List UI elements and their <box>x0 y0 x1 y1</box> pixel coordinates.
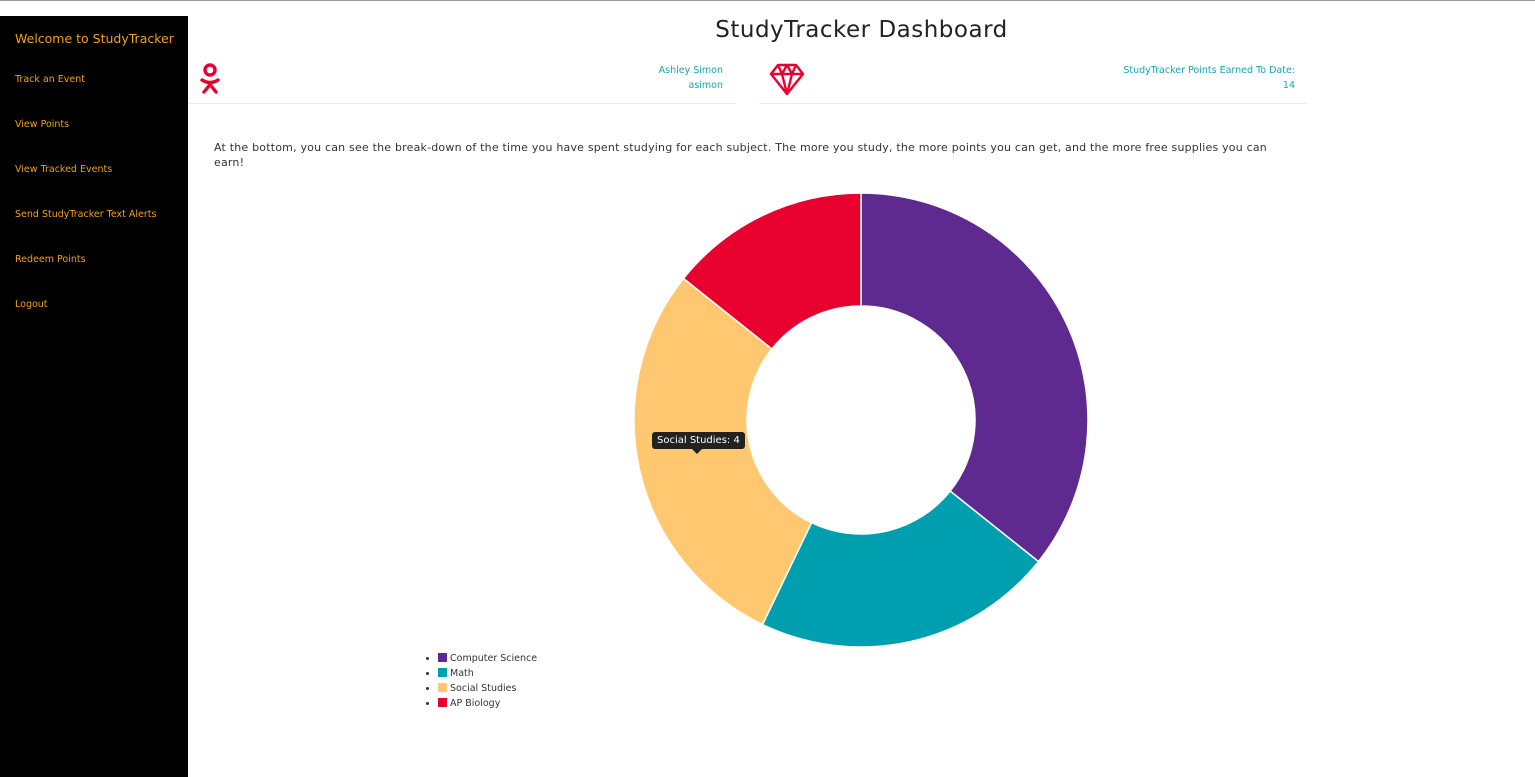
chart-description: At the bottom, you can see the break-dow… <box>214 141 1267 169</box>
user-name: Ashley Simon <box>658 65 723 76</box>
points-value: 14 <box>1282 80 1295 91</box>
legend-label: Computer Science <box>450 653 538 664</box>
donut-slice-computer-science[interactable] <box>860 192 1089 563</box>
legend-swatch <box>438 668 447 677</box>
chart-legend: Computer Science Math Social Studies AP Bio… <box>426 651 537 711</box>
legend-label: AP Biology <box>450 698 501 709</box>
points-card: StudyTracker Points Earned To Date: 14 <box>759 53 1307 104</box>
nav-redeem-points[interactable]: Redeem Points <box>15 254 86 265</box>
legend-swatch <box>438 698 447 707</box>
sidebar-welcome: Welcome to StudyTracker <box>15 31 174 46</box>
legend-bullet <box>426 702 429 705</box>
nav-logout[interactable]: Logout <box>15 299 48 310</box>
legend-swatch <box>438 683 447 692</box>
donut-slice-math[interactable] <box>761 490 1040 648</box>
legend-item: AP Biology <box>426 696 537 711</box>
legend-item: Computer Science <box>426 651 537 666</box>
odnoklassniki-person-icon <box>200 63 220 94</box>
chart-tooltip: Social Studies: 4 <box>652 432 745 454</box>
donut-slice-social-studies[interactable] <box>633 277 813 626</box>
nav-view-tracked-events[interactable]: View Tracked Events <box>15 164 113 175</box>
legend-bullet <box>426 687 429 690</box>
legend-bullet <box>426 657 429 660</box>
legend-bullet <box>426 672 429 675</box>
legend-label: Math <box>450 668 474 679</box>
user-card: Ashley Simon asimon <box>188 53 735 104</box>
legend-item: Social Studies <box>426 681 537 696</box>
nav-send-text-alerts[interactable]: Send StudyTracker Text Alerts <box>15 209 157 220</box>
points-label: StudyTracker Points Earned To Date: <box>1123 65 1295 76</box>
user-username: asimon <box>688 80 724 91</box>
legend-item: Math <box>426 666 537 681</box>
donut-slice-ap-biology[interactable] <box>682 192 862 350</box>
nav-track-event[interactable]: Track an Event <box>15 74 85 85</box>
nav-view-points[interactable]: View Points <box>15 119 70 130</box>
page-title: StudyTracker Dashboard <box>715 17 1008 43</box>
legend-label: Social Studies <box>450 683 517 694</box>
legend-swatch <box>438 653 447 662</box>
diamond-icon <box>769 63 805 96</box>
sidebar: Welcome to StudyTracker Track an Event V… <box>0 16 188 777</box>
